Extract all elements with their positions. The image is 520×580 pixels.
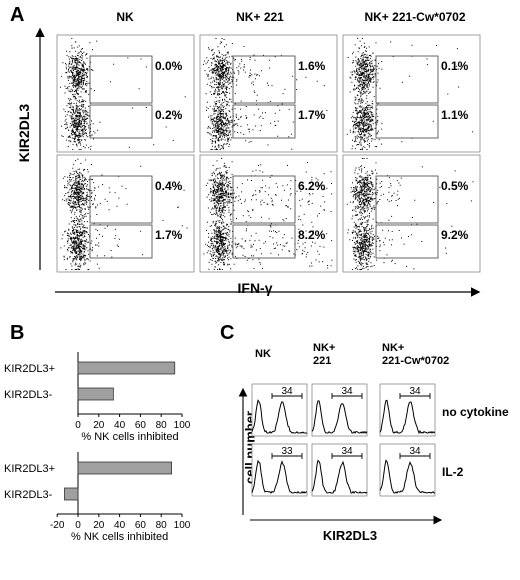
gate-upper-pct: 6.2% xyxy=(298,179,326,193)
x-tick-label: 20 xyxy=(93,420,105,431)
gate-value: 34 xyxy=(341,386,353,397)
x-tick-label: 100 xyxy=(174,420,191,431)
panel-a-col-header-3: NK+ 221-Cw*0702 xyxy=(364,10,466,24)
panel-c-y-axis-label: cell number xyxy=(242,411,258,484)
gate-upper-pct: 0.1% xyxy=(441,59,469,73)
x-tick-label: 80 xyxy=(156,520,168,531)
gate-upper-pct: 0.0% xyxy=(155,59,183,73)
x-tick-label: 0 xyxy=(75,420,81,431)
panel-c-col-header-2: NK+ 221 xyxy=(313,342,335,368)
histogram-r2-c1: 33 xyxy=(251,443,308,497)
panel-a-col-header-2: NK+ 221 xyxy=(236,10,284,24)
histogram-r1-c2: 34 xyxy=(311,383,368,437)
panel-a-letter: A xyxy=(10,4,25,26)
gate-lower xyxy=(89,224,153,259)
gate-lower-pct: 8.2% xyxy=(298,228,326,242)
bar-category-label: KIR2DL3+ xyxy=(4,363,55,375)
flow-plot-r1-c1 xyxy=(56,34,195,153)
histogram-r2-c3: 34 xyxy=(379,443,436,497)
bar-kir2dl3- xyxy=(64,487,79,501)
panel-c-col-header-3-line1: NK+ xyxy=(382,342,405,354)
flow-plot-r1-c3 xyxy=(342,34,481,153)
panel-c-col-header-3-line2: 221-Cw*0702 xyxy=(382,355,450,367)
gate-lower xyxy=(89,104,153,139)
gate-lower xyxy=(375,224,439,259)
panel-c-col-header-2-line2: 221 xyxy=(313,355,332,367)
bar-category-label: KIR2DL3- xyxy=(4,389,53,401)
x-tick-label: 0 xyxy=(75,520,81,531)
bar-kir2dl3- xyxy=(77,387,114,401)
panel-b-chart-2: -20 0 20 40 60 80 100 % NK cells inhibited KIR2D… xyxy=(4,452,191,543)
bar-kir2dl3- xyxy=(77,461,172,475)
gate-lower-pct: 0.2% xyxy=(155,108,183,122)
gate-upper-pct: 0.5% xyxy=(441,179,469,193)
x-tick-label: 60 xyxy=(135,520,147,531)
flow-plot-r2-c1 xyxy=(56,154,195,273)
gate-upper xyxy=(89,175,153,224)
gate-lower-pct: 9.2% xyxy=(441,228,469,242)
flow-plot-r2-c2 xyxy=(199,154,338,273)
gate-lower xyxy=(232,224,296,259)
gate-lower-pct: 1.7% xyxy=(298,108,326,122)
panel-c-col-header-3: NK+ 221-Cw*0702 xyxy=(382,342,449,368)
gate-upper-pct: 0.4% xyxy=(155,179,183,193)
bar-kir2dl3- xyxy=(77,361,176,375)
flow-plot-r2-c3 xyxy=(342,154,481,273)
histogram-r2-c2: 34 xyxy=(311,443,368,497)
panel-c-letter: C xyxy=(220,322,235,344)
panel-b-x-axis-label: % NK cells inhibited xyxy=(71,531,168,543)
flow-plot-r1-c2 xyxy=(199,34,338,153)
x-tick-label: 40 xyxy=(114,520,126,531)
gate-upper xyxy=(375,55,439,104)
gate-upper xyxy=(375,175,439,224)
panel-b-chart: 0 20 40 60 80 100% NK cells inhibitedKIR2DL3+… xyxy=(4,352,191,543)
histogram-r1-c3: 34 xyxy=(379,383,436,437)
gate-lower xyxy=(232,104,296,139)
gate-value: 33 xyxy=(281,446,293,457)
panel-c-row-label-no-cytokine: no cytokine xyxy=(442,405,509,419)
panel-c-col-header-1: NK xyxy=(255,348,271,360)
bar-category-label: KIR2DL3- xyxy=(4,489,53,501)
panel-c-x-axis-label: KIR2DL3 xyxy=(322,528,378,543)
gate-lower-pct: 1.7% xyxy=(155,228,183,242)
gate-value: 34 xyxy=(409,386,421,397)
panel-c-row-label-il2: IL-2 xyxy=(442,465,464,479)
gate-upper xyxy=(232,175,296,224)
x-tick-label: 100 xyxy=(174,520,191,531)
panel-c-col-header-2-line1: NK+ xyxy=(313,342,336,354)
histogram-r1-c1: 34 xyxy=(251,383,308,437)
gate-upper xyxy=(89,55,153,104)
x-tick-label: 80 xyxy=(156,420,168,431)
gate-lower xyxy=(375,104,439,139)
gate-value: 34 xyxy=(409,446,421,457)
gate-value: 34 xyxy=(341,446,353,457)
gate-upper xyxy=(232,55,296,104)
x-tick-label: 20 xyxy=(93,520,105,531)
x-tick-label: 60 xyxy=(135,420,147,431)
panel-b-chart-1: 0 20 40 60 80 100% NK cells inhibited KIR2DL3+… xyxy=(4,352,191,443)
panel-b-letter: B xyxy=(10,322,25,344)
bar-category-label: KIR2DL3+ xyxy=(4,463,55,475)
gate-upper-pct: 1.6% xyxy=(298,59,326,73)
panel-a-plots xyxy=(35,27,481,297)
panel-b-x-axis-label: % NK cells inhibited xyxy=(81,431,178,443)
panel-a-col-header-1: NK xyxy=(116,10,134,24)
x-tick-label: 40 xyxy=(114,420,126,431)
gate-value: 34 xyxy=(281,386,293,397)
x-tick-label: -20 xyxy=(50,520,65,531)
gate-lower-pct: 1.1% xyxy=(441,108,469,122)
